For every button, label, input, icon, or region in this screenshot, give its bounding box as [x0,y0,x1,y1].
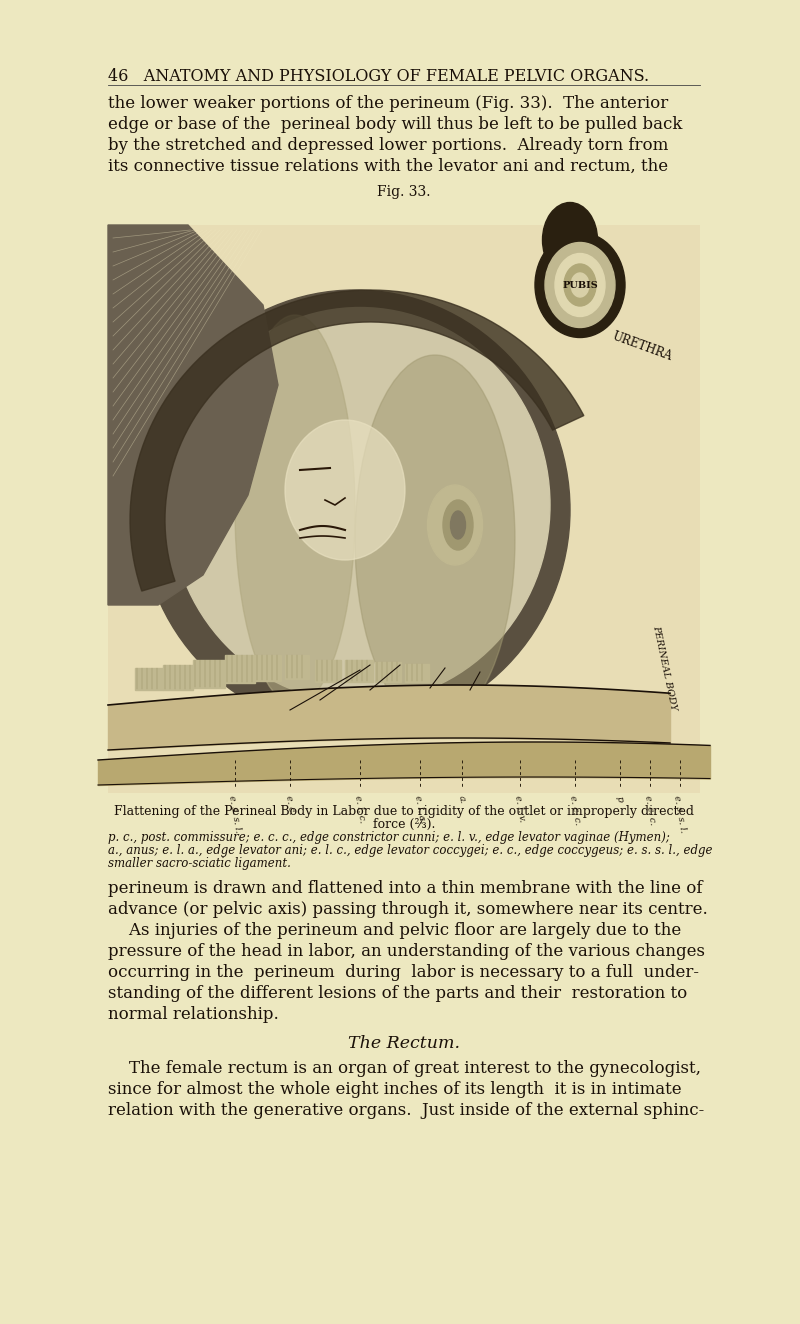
Ellipse shape [285,420,405,560]
Ellipse shape [542,203,598,278]
Bar [255,655,281,681]
Ellipse shape [535,233,625,338]
Ellipse shape [427,485,482,565]
Bar [135,669,163,690]
Text: by the stretched and depressed lower portions.  Already torn from: by the stretched and depressed lower por… [108,136,668,154]
Text: its connective tissue relations with the levator ani and rectum, the: its connective tissue relations with the… [108,158,668,175]
Text: standing of the different lesions of the parts and their  restoration to: standing of the different lesions of the… [108,985,687,1002]
Ellipse shape [545,242,615,327]
Ellipse shape [140,290,570,730]
Bar [345,659,373,682]
Text: e. c. c.: e. c. c. [643,794,657,826]
Ellipse shape [235,315,355,704]
Text: Flattening of the Perineal Body in Labor due to rigidity of the outlet or improp: Flattening of the Perineal Body in Labor… [114,805,694,818]
Polygon shape [108,225,278,605]
Text: pressure of the head in labor, an understanding of the various changes: pressure of the head in labor, an unders… [108,943,705,960]
Text: The Rectum.: The Rectum. [348,1035,460,1053]
Text: 46   ANATOMY AND PHYSIOLOGY OF FEMALE PELVIC ORGANS.: 46 ANATOMY AND PHYSIOLOGY OF FEMALE PELV… [108,68,649,85]
Bar [315,659,341,682]
Text: advance (or pelvic axis) passing through it, somewhere near its centre.: advance (or pelvic axis) passing through… [108,902,708,918]
Text: e. s. s. l.: e. s. s. l. [227,794,242,834]
Text: The female rectum is an organ of great interest to the gynecologist,: The female rectum is an organ of great i… [108,1061,701,1076]
Bar [135,669,163,690]
Text: e. c.: e. c. [284,794,296,816]
Text: normal relationship.: normal relationship. [108,1006,278,1023]
Text: As injuries of the perineum and pelvic floor are largely due to the: As injuries of the perineum and pelvic f… [108,922,682,939]
Text: Fig. 33.: Fig. 33. [378,185,430,199]
Ellipse shape [355,355,515,726]
Bar [405,665,429,682]
Bar [285,655,309,679]
Bar [315,659,341,682]
Text: a., anus; e. l. a., edge levator ani; e. l. c., edge levator coccygei; e. c., ed: a., anus; e. l. a., edge levator ani; e.… [108,843,713,857]
Text: the lower weaker portions of the perineum (Fig. 33).  The anterior: the lower weaker portions of the perineu… [108,95,668,113]
Text: e. l. v.: e. l. v. [514,794,526,822]
Text: since for almost the whole eight inches of its length  it is in intimate: since for almost the whole eight inches … [108,1080,682,1098]
Ellipse shape [450,511,466,539]
Bar [405,665,429,682]
Text: force (⅔).: force (⅔). [373,818,435,831]
Text: e. l. a.: e. l. a. [413,794,427,824]
Bar [163,665,193,690]
Text: e. l. c.: e. l. c. [353,794,367,824]
Bar [225,655,255,683]
Bar [285,655,309,679]
Bar [375,662,401,682]
Polygon shape [130,290,584,591]
Text: PERINEAL BODY: PERINEAL BODY [651,625,678,711]
Text: URETHRA: URETHRA [610,330,674,363]
Text: p: p [615,794,625,802]
Text: occurring in the  perineum  during  labor is necessary to a full  under-: occurring in the perineum during labor i… [108,964,699,981]
Bar [108,225,700,793]
Text: perineum is drawn and flattened into a thin membrane with the line of: perineum is drawn and flattened into a t… [108,880,702,896]
Text: a.: a. [457,794,467,805]
Ellipse shape [555,253,605,316]
Ellipse shape [170,307,550,703]
Bar [193,659,225,688]
Bar [255,655,281,681]
Ellipse shape [443,500,473,549]
Bar [375,662,401,682]
Text: edge or base of the  perineal body will thus be left to be pulled back: edge or base of the perineal body will t… [108,117,682,132]
Text: PUBIS: PUBIS [562,281,598,290]
Text: relation with the generative organs.  Just inside of the external sphinc-: relation with the generative organs. Jus… [108,1102,704,1119]
Bar [163,665,193,690]
Ellipse shape [564,263,596,306]
Ellipse shape [571,273,589,297]
Bar [345,659,373,682]
Text: smaller sacro-sciatic ligament.: smaller sacro-sciatic ligament. [108,857,291,870]
Bar [225,655,255,683]
Text: e. s. s. l.: e. s. s. l. [672,794,688,834]
Text: e. c. c.: e. c. c. [568,794,582,826]
Bar [193,659,225,688]
Text: p. c., post. commissure; e. c. c., edge constrictor cunni; e. l. v., edge levato: p. c., post. commissure; e. c. c., edge … [108,831,670,843]
